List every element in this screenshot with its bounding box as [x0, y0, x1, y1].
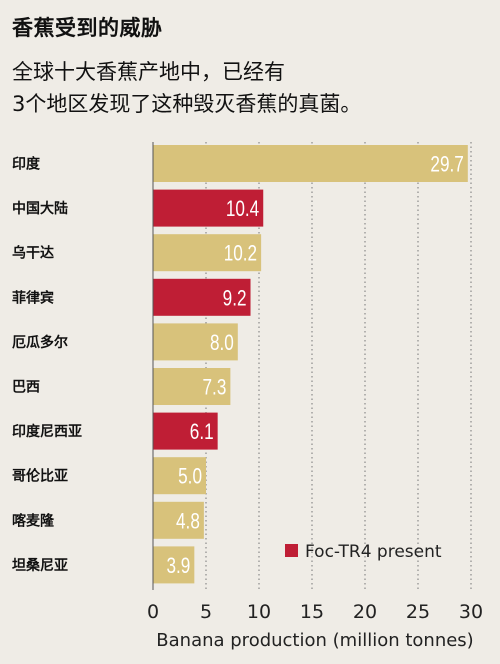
value-label-4: 9.2: [223, 286, 247, 311]
legend-label: Foc-TR4 present: [305, 542, 442, 562]
x-tick-label-10: 10: [247, 601, 271, 623]
x-tick-label-20: 20: [353, 601, 377, 623]
bar-6: [153, 368, 231, 405]
subtitle-line-2: 3个地区发现了这种毁灭香蕉的真菌。: [12, 92, 362, 116]
x-tick-label-25: 25: [406, 601, 430, 623]
bar-4: [153, 278, 251, 316]
category-label-4: 菲律宾: [12, 289, 54, 306]
x-axis-title: Banana production (million tonnes): [156, 630, 473, 651]
category-label-5: 厄瓜多尔: [12, 334, 68, 351]
legend-swatch: [285, 544, 298, 557]
category-label-3: 乌干达: [12, 245, 54, 262]
bar-1: [153, 145, 468, 182]
value-label-6: 7.3: [203, 376, 227, 401]
x-tick-label-0: 0: [147, 601, 159, 623]
value-label-1: 29.7: [430, 153, 463, 178]
value-label-10: 3.9: [166, 554, 190, 579]
bar-10: [153, 546, 195, 584]
bar-5: [153, 323, 238, 361]
category-label-8: 哥伦比亚: [12, 468, 68, 485]
x-tick-label-5: 5: [200, 601, 212, 623]
value-label-5: 8.0: [210, 331, 234, 356]
bar-3: [153, 234, 262, 272]
value-label-8: 5.0: [178, 465, 202, 490]
x-tick-label-15: 15: [300, 601, 324, 623]
value-label-2: 10.4: [226, 197, 259, 222]
value-label-3: 10.2: [224, 242, 257, 267]
category-label-2: 中国大陆: [12, 200, 68, 217]
category-label-10: 坦桑尼亚: [12, 558, 68, 574]
bar-7: [153, 412, 218, 450]
category-label-6: 巴西: [12, 380, 40, 396]
category-label-7: 印度尼西亚: [12, 423, 82, 440]
bar-2: [153, 189, 264, 227]
bar-9: [153, 501, 204, 539]
category-label-9: 喀麦隆: [12, 512, 55, 529]
x-tick-label-30: 30: [459, 601, 483, 623]
bar-8: [153, 457, 206, 495]
value-label-9: 4.8: [176, 509, 200, 534]
category-label-1: 印度: [12, 156, 41, 173]
chart-subtitle: 全球十大香蕉产地中，已经有 3个地区发现了这种毁灭香蕉的真菌。: [12, 56, 492, 120]
chart-title: 香蕉受到的威胁: [12, 16, 163, 40]
value-label-7: 6.1: [190, 420, 214, 445]
subtitle-line-1: 全球十大香蕉产地中，已经有: [12, 60, 285, 84]
